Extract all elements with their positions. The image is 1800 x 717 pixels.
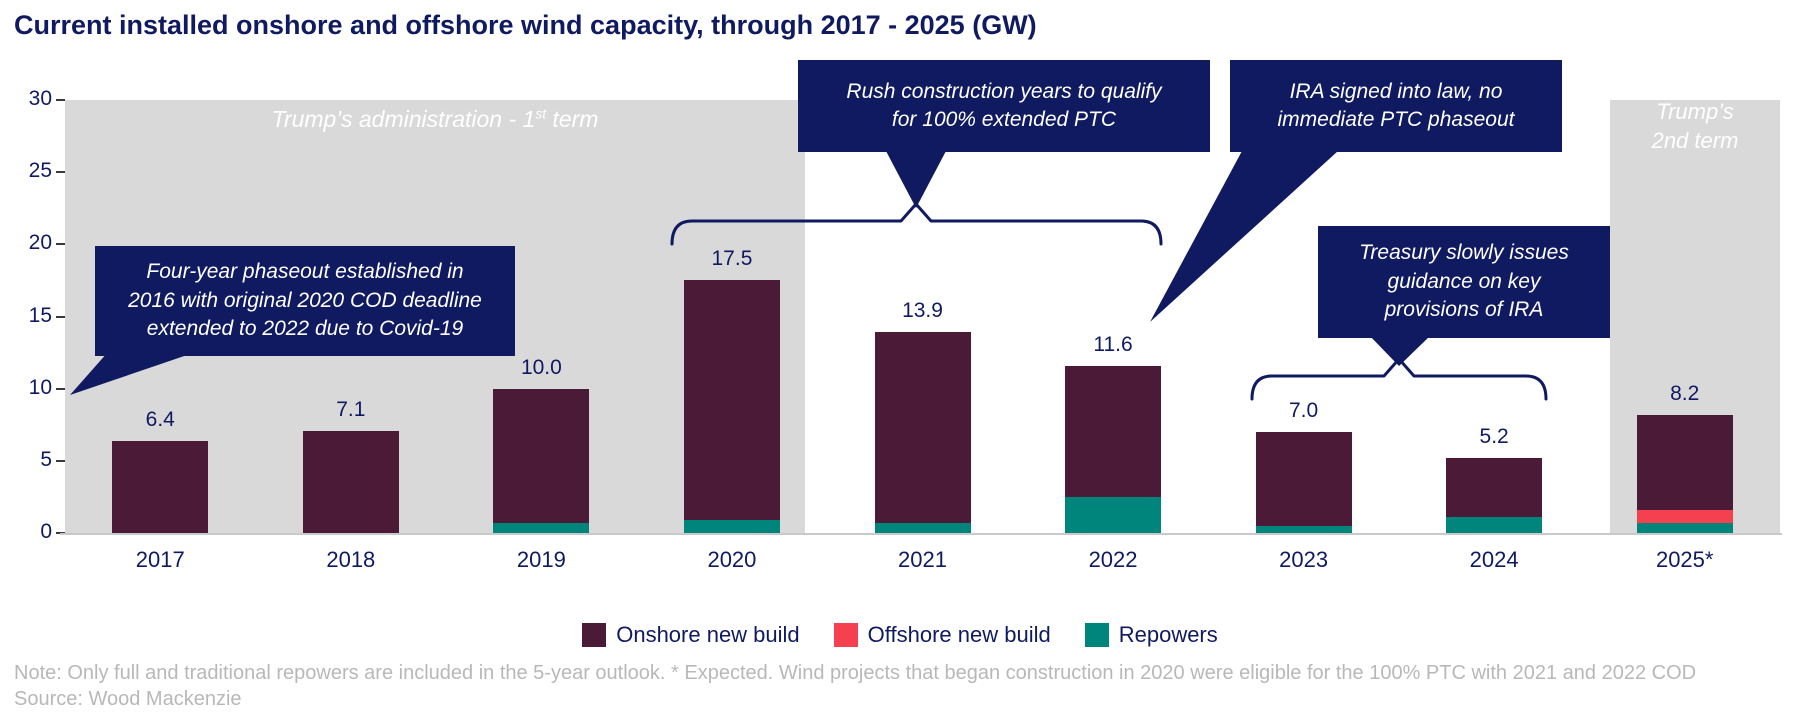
callout-phaseout-line-3: extended to 2022 due to Covid-19: [146, 317, 464, 341]
y-tick-mark: [56, 315, 65, 318]
bar-2017: [112, 440, 209, 533]
segment-repowers: [493, 522, 590, 533]
segment-repowers: [1065, 496, 1162, 533]
y-tick-mark: [56, 243, 65, 246]
footnote: Note: Only full and traditional repowers…: [14, 660, 1696, 712]
callout-rush-line-2: for 100% extended PTC: [891, 108, 1117, 131]
x-axis-label-2018: 2018: [326, 547, 376, 572]
legend-item-repowers: Repowers: [1084, 622, 1218, 648]
legend-label-onshore-new-build: Onshore new build: [616, 622, 800, 647]
bar-2022: [1065, 365, 1162, 533]
y-tick-mark: [56, 459, 65, 462]
callout-phaseout: Four-year phaseout established in 2016 w…: [95, 246, 515, 356]
y-tick-mark: [56, 171, 65, 174]
bar-value-label-2020: 17.5: [711, 247, 753, 271]
legend-swatch-repowers: [1084, 623, 1109, 647]
legend-item-offshore-new-build: Offshore new build: [833, 622, 1051, 648]
segment-repowers: [683, 519, 780, 533]
bar-2025: [1636, 414, 1733, 533]
y-tick-mark: [56, 99, 65, 101]
legend-item-onshore-new-build: Onshore new build: [582, 622, 800, 648]
y-tick-label-20: 20: [28, 231, 52, 255]
legend-label-repowers: Repowers: [1118, 622, 1218, 647]
bar-2020: [683, 280, 780, 533]
segment-repowers: [1255, 525, 1352, 533]
callout-treasury: Treasury slowly issues guidance on key p…: [1318, 226, 1610, 338]
segment-onshore-new-build: [1636, 414, 1733, 510]
trump-first-term-label-tail: term: [546, 106, 599, 132]
callout-phaseout-line-2: 2016 with original 2020 COD deadline: [128, 288, 482, 312]
x-axis-label-2021: 2021: [898, 547, 947, 572]
y-tick-label-25: 25: [28, 159, 52, 183]
segment-onshore-new-build: [874, 332, 971, 523]
callout-ira-line-2: immediate PTC phaseout: [1277, 108, 1515, 131]
bar-value-label-2024: 5.2: [1479, 424, 1509, 448]
segment-onshore-new-build: [1446, 457, 1543, 518]
segment-offshore-new-build: [1636, 509, 1733, 523]
x-axis-label-2024: 2024: [1469, 547, 1519, 572]
callout-treasury-line-3: provisions of IRA: [1384, 298, 1544, 322]
callout-rush-line-1: Rush construction years to qualify: [846, 79, 1162, 103]
callout-phaseout-line-1: Four-year phaseout established in: [146, 260, 464, 284]
legend-swatch-offshore-new-build: [833, 623, 858, 647]
trump-second-term-line-2: 2nd term: [1651, 127, 1739, 153]
bracket-2023-2024: [1250, 357, 1548, 401]
callout-treasury-line-2: guidance on key: [1387, 269, 1541, 293]
x-axis-label-2025: 2025*: [1655, 547, 1714, 572]
segment-onshore-new-build: [112, 440, 209, 533]
callout-treasury-line-1: Treasury slowly issues: [1359, 241, 1569, 265]
segment-repowers: [874, 522, 971, 533]
bar-value-label-2017: 6.4: [145, 407, 175, 431]
bar-2023: [1255, 431, 1352, 533]
segment-onshore-new-build: [1255, 431, 1352, 526]
y-tick-mark: [56, 387, 65, 390]
x-axis-label-2022: 2022: [1088, 547, 1138, 572]
segment-onshore-new-build: [302, 430, 399, 533]
bar-value-label-2021: 13.9: [902, 299, 943, 323]
callout-ira-line-1: IRA signed into law, no: [1289, 79, 1503, 103]
bar-2024: [1446, 457, 1543, 533]
callout-ira-pointer: [1150, 151, 1338, 322]
bar-2019: [493, 388, 590, 533]
legend-swatch-onshore-new-build: [582, 623, 607, 647]
segment-repowers: [1636, 522, 1733, 533]
bar-2018: [302, 430, 399, 533]
y-tick-label-0: 0: [40, 520, 52, 543]
x-axis-baseline: [60, 533, 1782, 535]
bar-value-label-2025: 8.2: [1670, 381, 1700, 405]
bar-value-label-2018: 7.1: [336, 397, 366, 421]
trump-first-term-label: Trump’s administration - 1st term: [65, 106, 805, 133]
footnote-note: Note: Only full and traditional repowers…: [14, 662, 1697, 684]
legend-label-offshore-new-build: Offshore new build: [867, 622, 1051, 647]
x-axis-label-2023: 2023: [1279, 547, 1329, 572]
y-tick-label-30: 30: [28, 87, 52, 110]
y-tick-label-10: 10: [28, 375, 52, 399]
trump-second-term-label: Trump’s 2nd term: [1610, 98, 1780, 155]
trump-first-term-label-text: Trump’s administration - 1: [271, 106, 536, 132]
callout-rush-pointer: [886, 151, 946, 208]
ordinal-suffix: st: [535, 106, 547, 122]
y-tick-label-15: 15: [28, 303, 52, 327]
trump-second-term-line-1: Trump’s: [1656, 99, 1734, 124]
callout-ira: IRA signed into law, no immediate PTC ph…: [1230, 60, 1562, 152]
x-axis-label-2019: 2019: [516, 547, 566, 572]
x-axis-label-2017: 2017: [135, 547, 185, 572]
chart-title: Current installed onshore and offshore w…: [14, 10, 1037, 40]
bar-value-label-2019: 10.0: [520, 355, 562, 379]
segment-onshore-new-build: [493, 388, 590, 523]
legend: Onshore new build Offshore new build Repow…: [0, 622, 1800, 648]
footnote-source: Source: Wood Mackenzie: [14, 688, 242, 710]
bar-value-label-2023: 7.0: [1289, 398, 1319, 422]
segment-repowers: [1446, 517, 1543, 533]
bar-value-label-2022: 11.6: [1093, 332, 1133, 356]
segment-onshore-new-build: [1065, 365, 1162, 497]
y-tick-label-5: 5: [40, 447, 52, 471]
segment-onshore-new-build: [683, 280, 780, 520]
callout-treasury-pointer: [1368, 334, 1432, 366]
callout-rush: Rush construction years to qualify for 1…: [798, 60, 1210, 152]
x-axis-label-2020: 2020: [707, 547, 757, 572]
bar-2021: [874, 332, 971, 533]
